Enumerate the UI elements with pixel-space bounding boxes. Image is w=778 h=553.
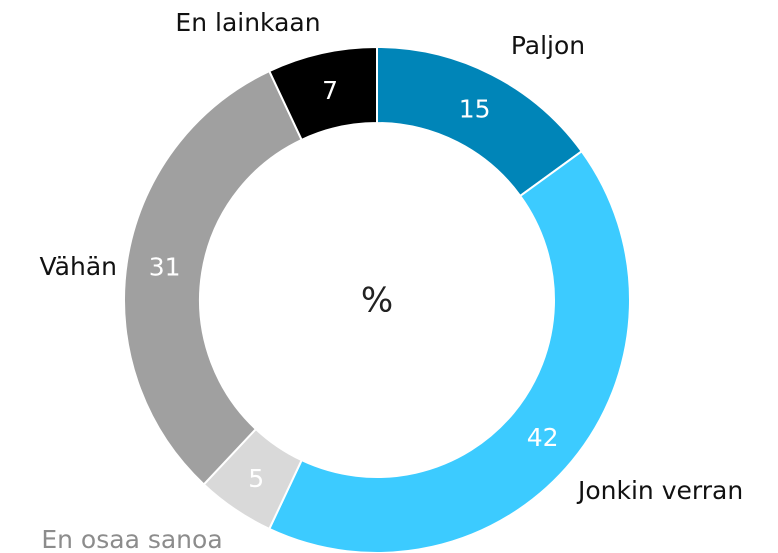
category-label: Paljon [511,31,585,60]
donut-segment [123,69,303,486]
category-label: En osaa sanoa [41,525,222,553]
value-label: 5 [248,464,264,493]
value-label: 7 [322,76,338,105]
value-label: 31 [149,252,181,281]
value-label: 15 [459,94,491,123]
donut-segment [267,45,378,142]
value-label: 42 [527,423,559,452]
center-label: % [361,281,393,321]
category-label: En lainkaan [175,8,320,37]
category-label: Vähän [40,252,118,281]
category-label: Jonkin verran [576,476,743,505]
donut-segment [267,149,631,553]
